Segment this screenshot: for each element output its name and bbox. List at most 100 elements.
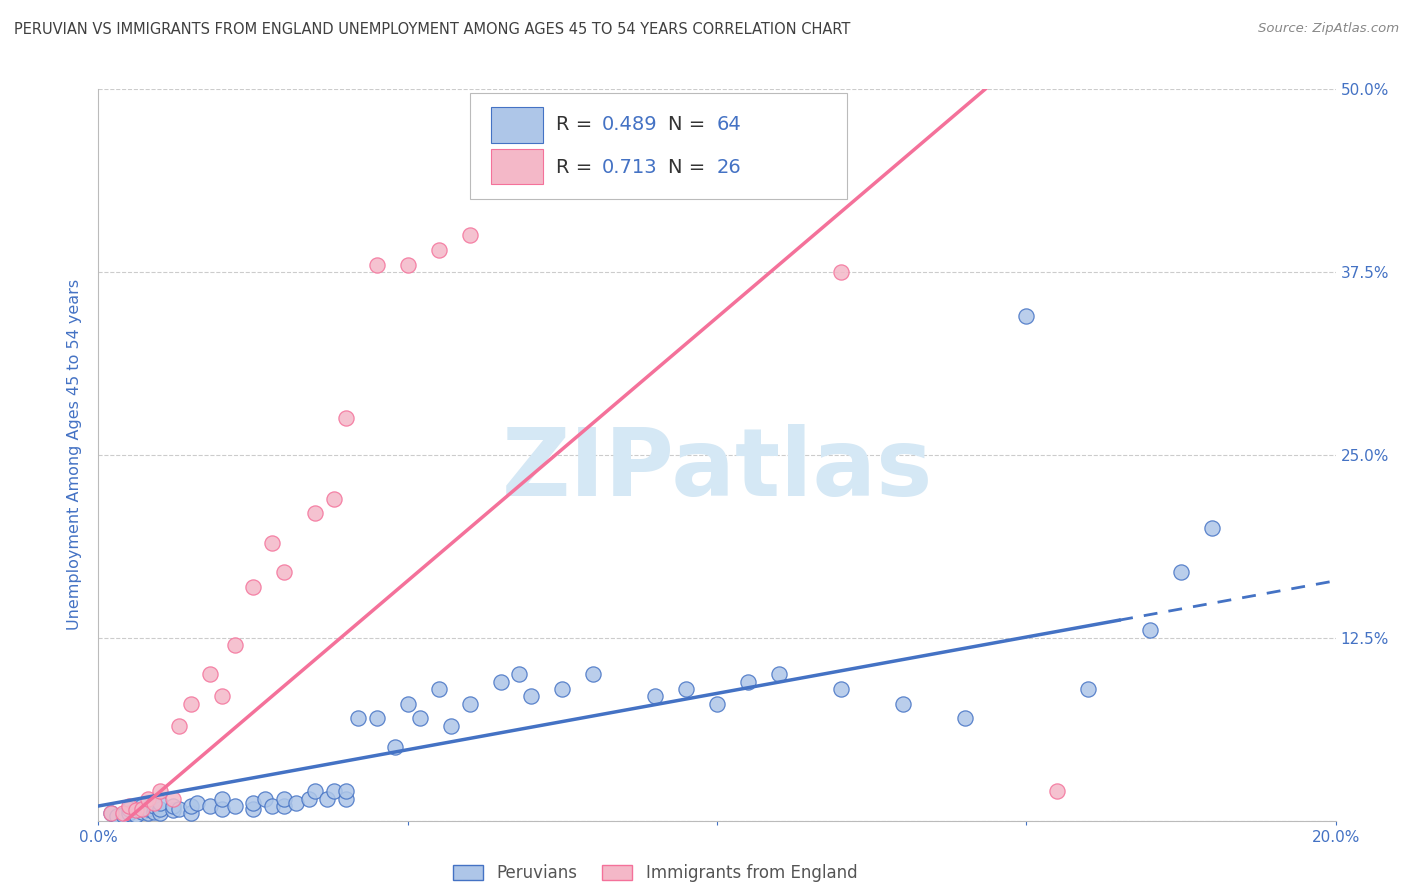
Point — [458, 697, 481, 711]
Point — [242, 796, 264, 810]
Point — [508, 667, 530, 681]
Point — [1077, 681, 1099, 696]
Point — [211, 690, 233, 704]
Point — [440, 718, 463, 732]
Point — [260, 535, 283, 549]
Point — [162, 799, 184, 814]
Point — [143, 799, 166, 814]
Point — [180, 799, 202, 814]
Point — [131, 802, 153, 816]
Text: ZIPatlas: ZIPatlas — [502, 424, 932, 516]
Point — [1201, 521, 1223, 535]
Point — [198, 667, 221, 681]
Point — [1046, 784, 1069, 798]
Point — [211, 802, 233, 816]
Point — [149, 784, 172, 798]
Point — [186, 796, 208, 810]
Point — [322, 491, 344, 506]
Text: Source: ZipAtlas.com: Source: ZipAtlas.com — [1258, 22, 1399, 36]
Point — [366, 711, 388, 725]
Point — [118, 806, 141, 821]
Point — [273, 565, 295, 579]
Point — [180, 806, 202, 821]
Text: R =: R = — [557, 158, 605, 177]
Point — [124, 804, 146, 818]
Point — [242, 802, 264, 816]
Point — [131, 799, 153, 814]
Point — [131, 805, 153, 819]
Point — [298, 791, 321, 805]
Point — [335, 791, 357, 805]
Point — [347, 711, 370, 725]
Point — [242, 580, 264, 594]
Point — [136, 791, 159, 805]
Point — [489, 674, 512, 689]
Point — [396, 258, 419, 272]
Point — [551, 681, 574, 696]
Point — [384, 740, 406, 755]
Point — [112, 807, 135, 822]
Point — [112, 806, 135, 821]
Point — [304, 507, 326, 521]
Point — [260, 799, 283, 814]
Point — [162, 804, 184, 818]
Text: 64: 64 — [717, 115, 742, 134]
Point — [737, 674, 759, 689]
Point — [100, 806, 122, 821]
Point — [520, 690, 543, 704]
Point — [830, 681, 852, 696]
Point — [118, 802, 141, 816]
Point — [830, 265, 852, 279]
Point — [254, 791, 277, 805]
Text: N =: N = — [668, 158, 711, 177]
Point — [706, 697, 728, 711]
FancyBboxPatch shape — [470, 93, 846, 199]
Point — [582, 667, 605, 681]
Point — [162, 791, 184, 805]
Point — [768, 667, 790, 681]
Point — [1015, 309, 1038, 323]
Point — [180, 697, 202, 711]
Text: 0.489: 0.489 — [602, 115, 658, 134]
Y-axis label: Unemployment Among Ages 45 to 54 years: Unemployment Among Ages 45 to 54 years — [67, 279, 83, 631]
Point — [273, 791, 295, 805]
Point — [167, 802, 190, 816]
Point — [953, 711, 976, 725]
Point — [105, 809, 128, 823]
Point — [396, 697, 419, 711]
Point — [211, 791, 233, 805]
Point — [224, 638, 246, 652]
Text: PERUVIAN VS IMMIGRANTS FROM ENGLAND UNEMPLOYMENT AMONG AGES 45 TO 54 YEARS CORRE: PERUVIAN VS IMMIGRANTS FROM ENGLAND UNEM… — [14, 22, 851, 37]
Text: 0.713: 0.713 — [602, 158, 658, 177]
Point — [143, 805, 166, 819]
Text: R =: R = — [557, 115, 599, 134]
Point — [427, 243, 450, 257]
Point — [198, 799, 221, 814]
Point — [335, 411, 357, 425]
Point — [316, 791, 339, 805]
Point — [675, 681, 697, 696]
Point — [136, 806, 159, 821]
Point — [322, 784, 344, 798]
Point — [100, 806, 122, 821]
Point — [644, 690, 666, 704]
Point — [427, 681, 450, 696]
Point — [285, 796, 308, 810]
Point — [149, 806, 172, 821]
Point — [1170, 565, 1192, 579]
Point — [149, 796, 172, 810]
Point — [136, 802, 159, 816]
Text: 26: 26 — [717, 158, 742, 177]
Point — [366, 258, 388, 272]
Point — [167, 718, 190, 732]
Point — [1139, 624, 1161, 638]
Point — [149, 802, 172, 816]
Point — [273, 799, 295, 814]
Point — [124, 807, 146, 822]
Bar — [491, 149, 543, 185]
Point — [224, 799, 246, 814]
Text: N =: N = — [668, 115, 711, 134]
Point — [304, 784, 326, 798]
Point — [891, 697, 914, 711]
Point — [409, 711, 432, 725]
